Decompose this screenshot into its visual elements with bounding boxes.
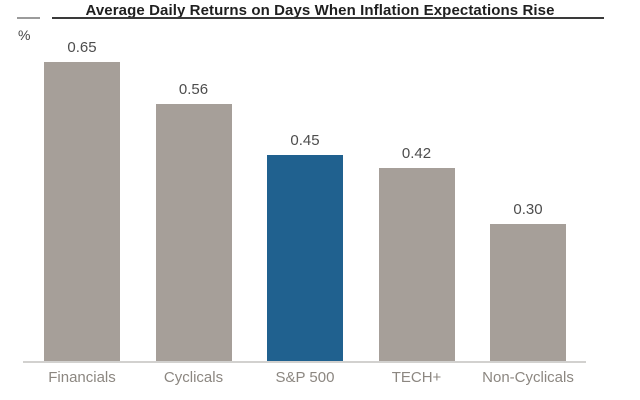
- chart-title: Average Daily Returns on Days When Infla…: [85, 2, 555, 19]
- title-underline: [52, 17, 604, 19]
- bar-value-label: 0.30: [513, 201, 543, 218]
- bar-s-p-500: [267, 155, 343, 362]
- category-label-non-cyclicals: Non-Cyclicals: [482, 369, 574, 386]
- bar-value-label: 0.45: [290, 132, 320, 149]
- bar-value-label: 0.42: [401, 145, 432, 162]
- bar-value-label: 0.56: [178, 81, 209, 98]
- bar-tech-: [378, 168, 455, 362]
- x-axis-line: [23, 361, 586, 363]
- category-label-cyclicals: Cyclicals: [163, 369, 224, 386]
- bar-non-cyclicals: [490, 224, 566, 362]
- bar-value-label: 0.65: [67, 39, 97, 56]
- y-axis-unit-label: %: [18, 27, 31, 43]
- category-label-tech-: TECH+: [391, 369, 442, 386]
- bar-financials: [44, 62, 120, 362]
- category-label-s-p-500: S&P 500: [275, 369, 335, 386]
- bar-cyclicals: [155, 104, 232, 362]
- category-label-financials: Financials: [48, 369, 116, 386]
- axis-top-dash: [17, 17, 40, 19]
